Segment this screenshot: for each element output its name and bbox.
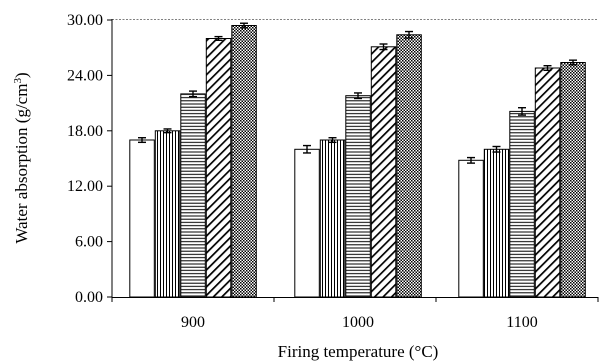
- bar-900-series-1: [129, 139, 155, 298]
- error-bar-1100-series-1: [467, 156, 475, 164]
- x-tick-label: 1100: [506, 314, 537, 331]
- y-tick-label: 24.00: [67, 67, 103, 84]
- x-tick-label: 900: [181, 314, 205, 331]
- y-tick-label: 12.00: [67, 178, 103, 195]
- error-bar-1000-series-1: [303, 144, 311, 154]
- error-bar-1000-series-2: [328, 137, 337, 144]
- bars-group: [129, 25, 586, 298]
- bar-900-series-2: [154, 130, 181, 298]
- x-ticks-group: 900 1000 1100: [111, 297, 599, 331]
- bar-1100-series-5: [560, 62, 586, 298]
- error-bar-1100-series-5: [569, 59, 577, 66]
- x-tick-label: 1000: [342, 314, 374, 331]
- bar-1100-series-2: [483, 148, 510, 298]
- error-bar-900-series-5: [240, 22, 248, 29]
- y-axis-title-superscript: 3: [12, 78, 24, 84]
- y-axis-title: Water absorption (g/cm3): [12, 72, 31, 243]
- bar-1000-series-3: [345, 95, 371, 298]
- error-bar-900-series-2: [163, 128, 172, 134]
- y-tick-label: 0.00: [75, 289, 103, 306]
- y-tick-label: 6.00: [75, 234, 103, 251]
- bar-900-series-4: [205, 38, 232, 298]
- error-bar-1100-series-4: [543, 65, 552, 72]
- error-bar-1000-series-5: [405, 30, 413, 39]
- bar-900-series-3: [180, 93, 206, 298]
- error-bar-900-series-1: [138, 137, 146, 144]
- y-ticks-group: 0.00 6.00 12.00 18.00 24.00 30.00: [67, 12, 112, 306]
- bar-1000-series-5: [396, 34, 422, 298]
- error-bar-1100-series-2: [492, 145, 501, 153]
- bar-900-series-5: [231, 25, 257, 298]
- error-bar-900-series-3: [189, 90, 197, 98]
- y-tick-label: 18.00: [67, 123, 103, 140]
- x-axis-title: Firing temperature (°C): [278, 342, 439, 361]
- bar-1100-series-4: [534, 67, 561, 298]
- y-axis-title-main: Water absorption (g/cm: [12, 84, 31, 244]
- error-bar-1000-series-3: [354, 92, 362, 100]
- bar-1000-series-4: [370, 46, 397, 298]
- error-bar-900-series-4: [214, 35, 223, 42]
- error-bar-1100-series-3: [518, 107, 526, 116]
- bar-1100-series-1: [458, 159, 484, 298]
- bar-1100-series-3: [509, 110, 535, 298]
- bar-1000-series-2: [319, 139, 346, 298]
- error-bars-group: [138, 22, 577, 164]
- y-tick-label: 30.00: [67, 12, 103, 29]
- y-axis-title-close: ): [12, 72, 31, 78]
- error-bar-1000-series-4: [379, 43, 388, 51]
- bar-1000-series-1: [294, 148, 320, 298]
